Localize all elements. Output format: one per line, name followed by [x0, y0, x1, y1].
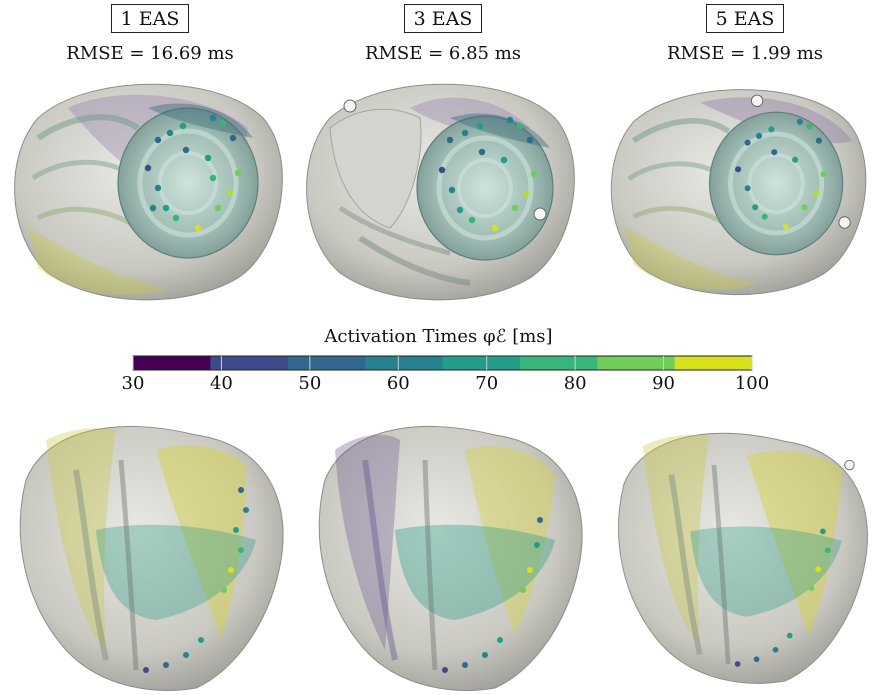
- colorbar-tick-label: 40: [210, 373, 233, 394]
- colorbar-title: Activation Times φℰ [ms]: [324, 326, 553, 347]
- colorbar-segment: [442, 356, 521, 370]
- heart-top-view-1: [14, 83, 283, 301]
- rmse-label-3: RMSE = 1.99 ms: [666, 43, 824, 64]
- electrode-points-3: [735, 118, 827, 230]
- electrode-points-5: [442, 517, 543, 673]
- colorbar-tick-label: 90: [652, 373, 675, 394]
- colorbar-segment: [674, 356, 753, 370]
- electrode-points-4: [143, 487, 249, 673]
- heart-side-view-1: [19, 425, 284, 691]
- colorbar-tick-label: 100: [735, 373, 769, 394]
- colorbar-tick-label: 70: [475, 373, 498, 394]
- column-label-1: 1 EAS: [110, 4, 190, 33]
- colorbar-tick-label: 30: [122, 373, 145, 394]
- heart-top-view-2: [306, 83, 575, 301]
- rmse-label-1: RMSE = 16.69 ms: [66, 43, 234, 64]
- colorbar-segment: [365, 356, 443, 370]
- colorbar-scale: 30 40 50 60 70 80 90 100: [122, 355, 769, 394]
- column-header-3: 5 EAS RMSE = 1.99 ms: [600, 4, 877, 65]
- colorbar-segment: [133, 356, 211, 370]
- heart-top-view-3: [610, 89, 867, 296]
- colorbar-segment: [287, 356, 366, 370]
- colorbar-segment: [519, 356, 598, 370]
- colorbar-tick-label: 80: [564, 373, 587, 394]
- column-label-3: 5 EAS: [705, 4, 785, 33]
- column-header-2: 3 EAS RMSE = 6.85 ms: [298, 4, 588, 65]
- colorbar-tick-label: 60: [387, 373, 410, 394]
- column-header-1: 1 EAS RMSE = 16.69 ms: [5, 4, 295, 65]
- colorbar-segment: [597, 356, 676, 370]
- column-label-2: 3 EAS: [403, 4, 483, 33]
- electrode-points-6: [734, 528, 831, 667]
- colorbar-segment: [210, 356, 289, 370]
- heart-side-view-3: [618, 432, 869, 684]
- colorbar-tick-label: 50: [298, 373, 321, 394]
- electrode-points-1: [144, 114, 242, 232]
- heart-side-view-2: [318, 425, 583, 691]
- electrode-points-2: [438, 116, 538, 232]
- rmse-label-2: RMSE = 6.85 ms: [364, 43, 522, 64]
